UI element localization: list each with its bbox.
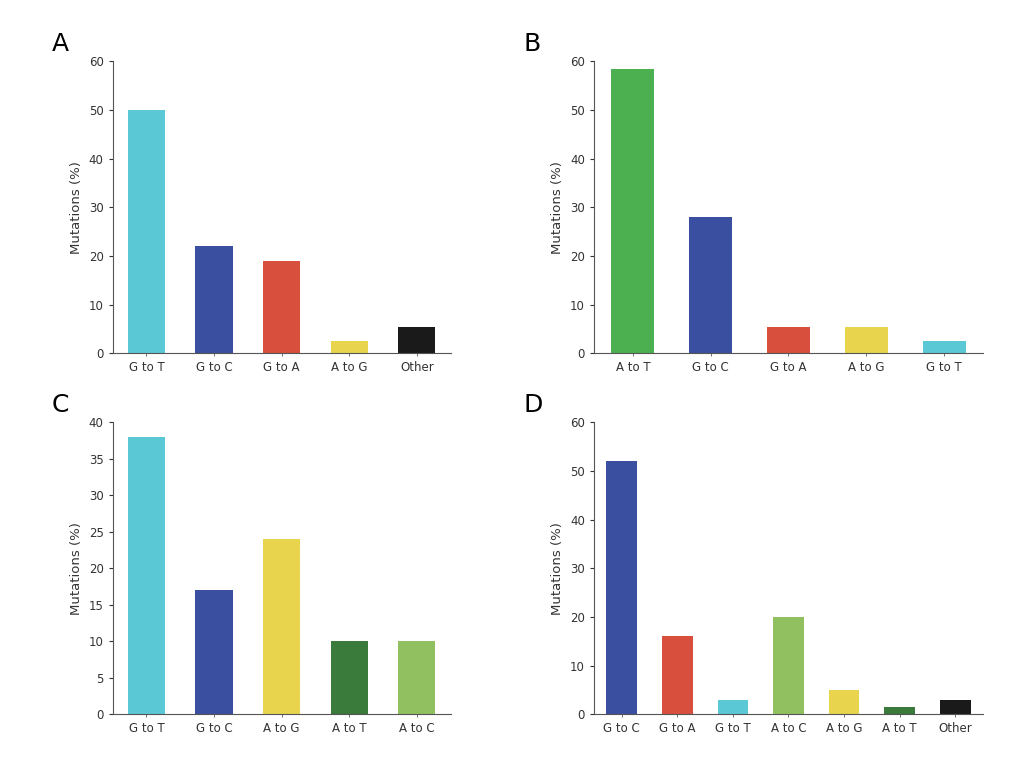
- Bar: [923, 341, 966, 353]
- Bar: [611, 68, 654, 353]
- Y-axis label: Mutations (%): Mutations (%): [552, 522, 564, 614]
- Bar: [845, 326, 888, 353]
- Y-axis label: Mutations (%): Mutations (%): [552, 161, 564, 253]
- Bar: [331, 341, 368, 353]
- Y-axis label: Mutations (%): Mutations (%): [71, 522, 83, 614]
- Bar: [767, 326, 810, 353]
- Bar: [263, 539, 300, 714]
- Bar: [398, 326, 435, 353]
- Bar: [196, 590, 232, 714]
- Bar: [885, 707, 914, 714]
- Bar: [606, 462, 637, 714]
- Bar: [331, 641, 368, 714]
- Text: B: B: [524, 32, 541, 56]
- Bar: [689, 217, 732, 353]
- Text: A: A: [52, 32, 69, 56]
- Bar: [128, 437, 165, 714]
- Text: C: C: [52, 393, 70, 417]
- Bar: [662, 637, 692, 714]
- Bar: [196, 247, 232, 353]
- Bar: [940, 700, 971, 714]
- Y-axis label: Mutations (%): Mutations (%): [71, 161, 83, 253]
- Bar: [128, 110, 165, 353]
- Bar: [263, 261, 300, 353]
- Bar: [773, 617, 804, 714]
- Text: D: D: [524, 393, 544, 417]
- Bar: [718, 700, 749, 714]
- Bar: [828, 690, 859, 714]
- Bar: [398, 641, 435, 714]
